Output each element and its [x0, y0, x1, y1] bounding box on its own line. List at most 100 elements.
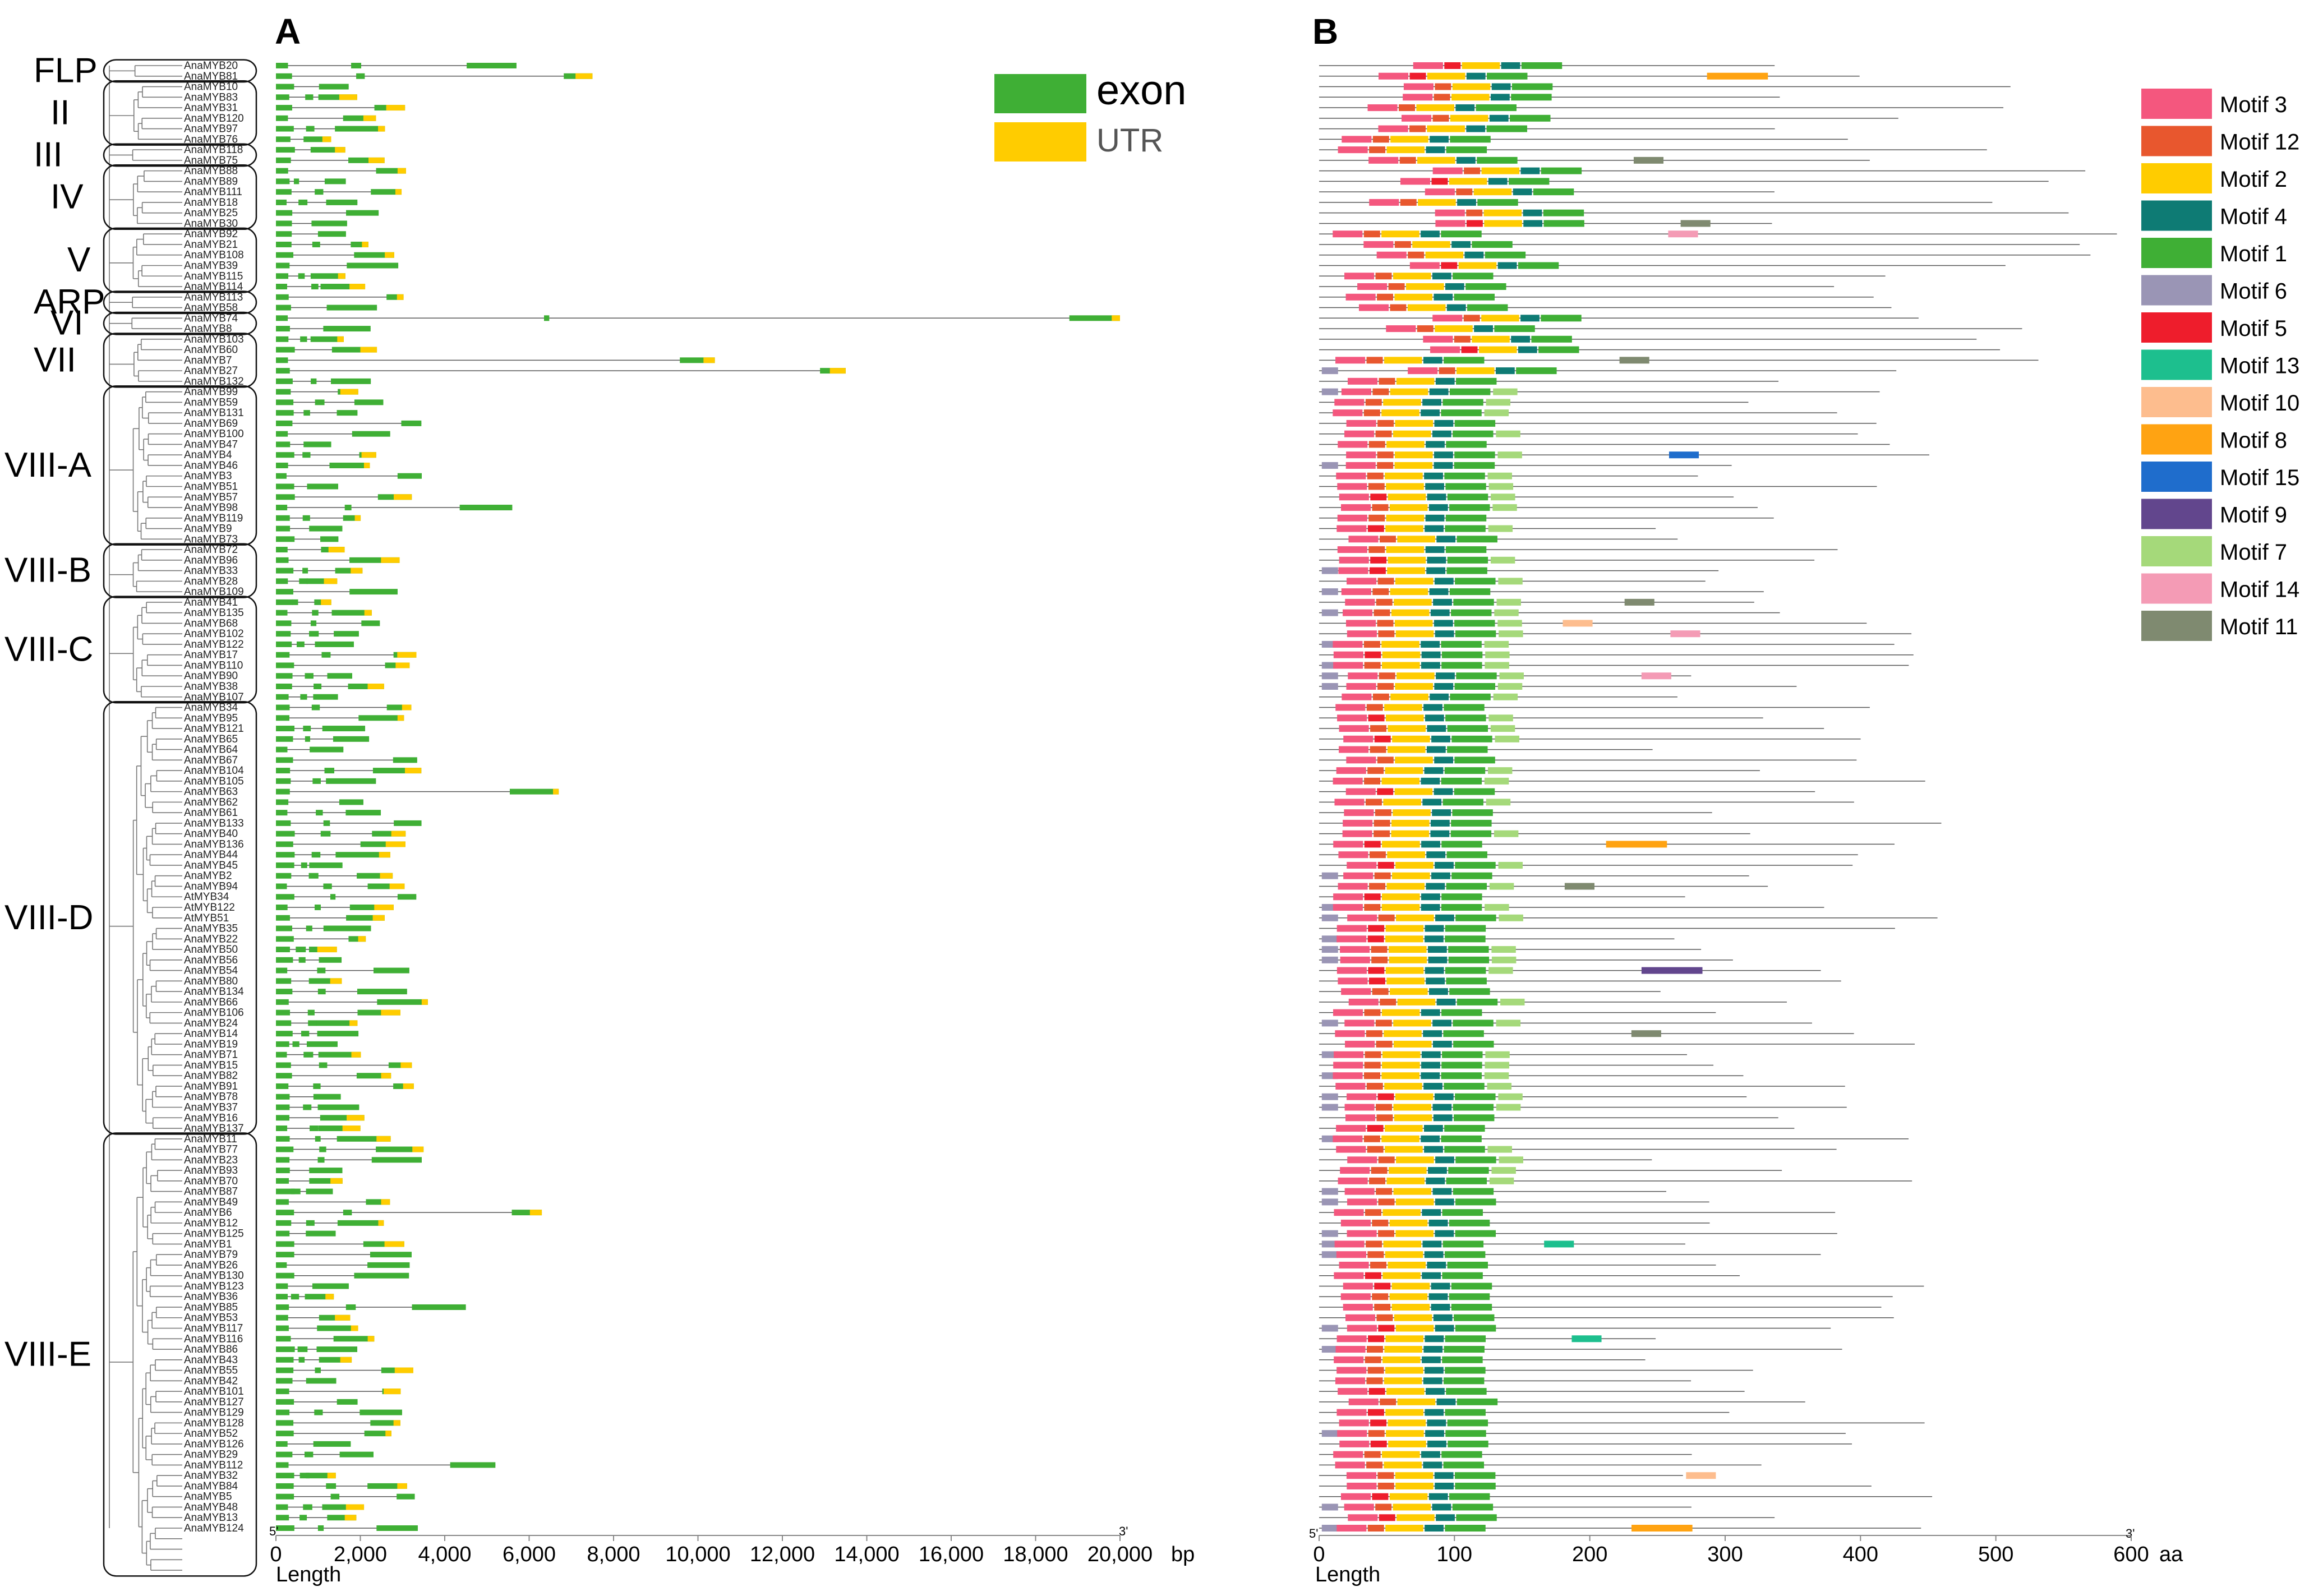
gene-label: AtMYB122 — [184, 902, 235, 914]
motif-1-block — [1446, 851, 1487, 859]
exon-block — [276, 284, 287, 290]
motif-5-block — [1370, 1419, 1387, 1427]
motif-2-block — [1387, 851, 1425, 859]
motif-2-block — [1394, 462, 1433, 469]
motif-3-block — [1338, 441, 1368, 448]
motif-4-block — [1425, 1335, 1444, 1343]
exon-block — [354, 1272, 409, 1279]
utr-block — [393, 1420, 400, 1426]
gene-label: AnaMYB27 — [184, 365, 238, 377]
gene-label: AnaMYB94 — [184, 880, 238, 892]
motif-1-block — [1454, 620, 1495, 627]
motif-12-block — [1390, 304, 1407, 311]
exon-block — [306, 925, 312, 931]
motif-1-block — [1543, 209, 1584, 216]
exon-block — [276, 1188, 295, 1194]
gene-structure-row — [276, 284, 366, 290]
exon-block — [363, 1241, 404, 1247]
motif-3-block — [1408, 367, 1438, 375]
motif-4-block — [1425, 514, 1445, 522]
motif-3-block — [1338, 1177, 1368, 1184]
gene-structure-row — [276, 462, 370, 468]
gene-structure-row — [276, 1346, 358, 1353]
motif-2-block — [1385, 1251, 1423, 1258]
gene-structure-row — [276, 1199, 390, 1205]
motif-row — [1319, 514, 1774, 522]
motif-5-block — [1378, 1325, 1395, 1332]
motif-7-block — [1494, 830, 1519, 837]
clade-box-viii-b — [103, 543, 257, 598]
utr-block — [325, 1294, 334, 1300]
gene-label: AnaMYB95 — [184, 712, 238, 724]
motif-legend-label: Motif 15 — [2220, 465, 2299, 490]
motif-1-block — [1450, 693, 1491, 700]
motif-legend-label: Motif 5 — [2220, 316, 2287, 341]
exon-block — [315, 641, 354, 647]
motif-1-block — [1518, 262, 1559, 269]
gene-structure-row — [276, 1441, 351, 1447]
motif-2-block — [1395, 419, 1434, 427]
gene-label: AnaMYB78 — [184, 1091, 238, 1103]
motif-3-block — [1340, 1167, 1370, 1174]
motif-3-block — [1333, 409, 1363, 417]
motif-3-block — [1376, 251, 1407, 259]
exon-block — [308, 978, 342, 984]
exon-block — [354, 252, 394, 258]
gene-label: AnaMYB108 — [184, 250, 244, 261]
motif-row — [1319, 62, 1775, 69]
motif-1-block — [1452, 809, 1493, 817]
exon-block — [276, 389, 291, 395]
motif-1-block — [1450, 830, 1492, 837]
motif-row — [1319, 136, 1848, 143]
motif-1-block — [1448, 1440, 1488, 1447]
motif-12-block — [1366, 1082, 1383, 1090]
motif-3-block — [1435, 220, 1465, 227]
gene-label: AnaMYB43 — [184, 1354, 238, 1366]
motif-4-block — [1455, 104, 1475, 112]
motif-1-block — [1446, 1177, 1487, 1184]
motif-7-block — [1492, 504, 1517, 511]
exon-block — [276, 262, 290, 269]
panel-a-tick-label: 16,000 — [919, 1543, 984, 1566]
motif-12-block — [1375, 809, 1391, 817]
panel-a-tick-label: 20,000 — [1087, 1543, 1153, 1566]
panel-b-tick-label: 0 — [1313, 1543, 1325, 1566]
motif-12-block — [1374, 1303, 1391, 1311]
exon-block — [276, 683, 292, 689]
gene-structure-row — [276, 1125, 361, 1132]
exon-block — [276, 631, 291, 637]
motif-3-block — [1339, 746, 1369, 753]
motif-4-block — [1432, 1188, 1452, 1195]
motif-2-block — [1390, 693, 1428, 700]
exon-block — [276, 967, 288, 974]
motif-row — [1319, 830, 1750, 837]
clade-label: FLP — [34, 51, 98, 90]
motif-row — [1319, 598, 1754, 606]
gene-structure-row — [276, 652, 417, 658]
exon-block — [276, 915, 290, 921]
utr-block — [324, 578, 338, 584]
motif-2-block — [1382, 662, 1420, 669]
motif-1-block — [1449, 388, 1491, 395]
gene-structure-row — [276, 84, 349, 90]
motif-4-block — [1457, 156, 1476, 164]
gene-label: AnaMYB107 — [184, 691, 244, 703]
exon-block — [319, 84, 349, 90]
gene-structure-row — [276, 1314, 351, 1321]
exon-block — [305, 1294, 334, 1300]
exon-block — [276, 557, 289, 563]
panel-b-five-prime: 5' — [1309, 1526, 1318, 1540]
motif-3-block — [1343, 609, 1373, 616]
exon-block — [276, 1031, 293, 1037]
exon-block — [276, 1357, 294, 1363]
panel-a-tick-label: 12,000 — [750, 1543, 815, 1566]
gene-label: AnaMYB22 — [184, 933, 238, 945]
motif-2-block — [1384, 1082, 1422, 1090]
utr-block — [368, 157, 385, 163]
gene-label: AnaMYB30 — [184, 218, 238, 229]
motif-1-block — [1448, 1167, 1489, 1174]
motif-12-block — [1368, 483, 1385, 490]
motif-row — [1319, 304, 1892, 311]
gene-label: AnaMYB114 — [184, 281, 243, 293]
